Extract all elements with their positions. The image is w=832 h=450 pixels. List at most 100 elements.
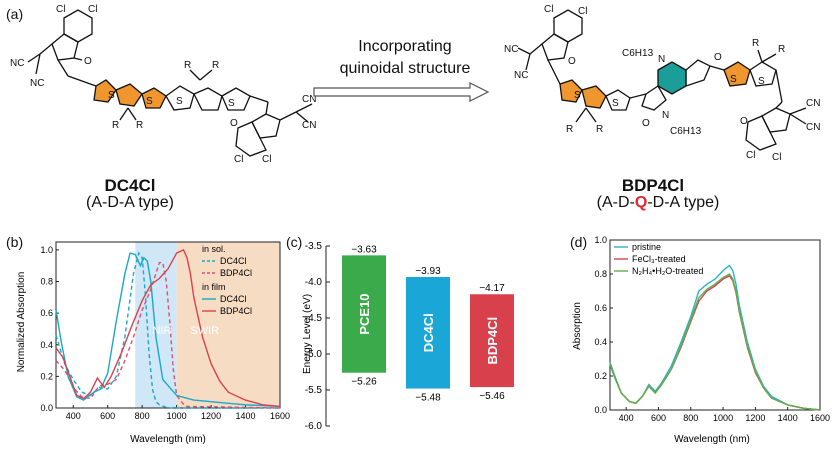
x-tick-label: 1000 [167,411,187,421]
chart-d-ylabel: Absorption [572,302,583,350]
bdp4cl-structure: Cl Cl O NC NC C6H13 N O N C6H13 O S S S … [504,4,820,163]
legend-label: FeCl₃-treated [632,254,686,264]
region-nir [135,242,177,408]
x-tick-label: 1600 [810,413,830,423]
y-tick-label: -6.0 [305,421,323,432]
legend-label: DC4Cl [220,294,247,304]
series-line-bdp4cl [55,261,281,409]
y-tick-label: 0.2 [594,371,607,381]
absorption-chart-b: 400 600 800 1000 1200 1400 1600 0.0 0.2 0.4 0.6 0.8… [16,241,290,444]
atom-r: R [752,38,759,49]
atom-r: R [778,44,785,55]
legend-group-film: in film [202,282,226,292]
lumo-label: −4.17 [479,283,505,294]
x-tick-label: 600 [651,413,666,423]
atom-cl: Cl [56,4,65,15]
atom-cl: Cl [578,6,587,17]
right-molecule-name: BDP4Cl [621,176,685,195]
atom-s: S [574,90,581,101]
atom-r: R [136,120,143,131]
energy-bar-dc4cl [406,276,450,389]
atom-r: R [566,124,573,135]
chart-d-xlabel: Wavelength (nm) [674,434,750,445]
x-tick-label: 1400 [236,411,256,421]
lumo-label: −3.93 [415,266,441,277]
y-tick-label: 1.0 [40,245,53,255]
atom-cn: CN [302,94,316,105]
lumo-label: −3.63 [351,244,377,255]
panel-c-label: (c) [286,234,303,250]
series-line-fecl3-treated [609,274,821,411]
atom-r: R [596,124,603,135]
atom-cn: CN [302,120,316,131]
atom-s: S [176,96,183,107]
legend-label: pristine [632,242,661,252]
atom-cl: Cl [746,150,755,161]
atom-s: S [108,90,115,101]
y-tick-label: -5.5 [305,385,323,396]
x-tick-label: 800 [683,413,698,423]
x-tick-label: 1600 [270,411,290,421]
legend-label: BDP4Cl [220,306,252,316]
bar-label-bdp4cl: BDP4Cl [485,317,500,365]
chart-c-ylabel: Energy Level (eV) [302,294,313,374]
plot-frame [55,241,281,409]
y-tick-label: -4.5 [305,313,323,324]
y-tick-label: 0.6 [40,308,53,318]
x-tick-label: 1200 [201,411,221,421]
bar-label-pce10: PCE10 [357,293,372,334]
atom-cl: Cl [88,4,97,15]
atom-nc: NC [30,78,44,89]
y-tick-label: 0.4 [40,340,53,350]
panel-a-label: (a) [6,6,24,22]
atom-o: O [568,56,576,67]
region-label-nir: NIR [152,325,171,337]
x-tick-label: 1400 [778,413,798,423]
atom-s: S [758,76,765,87]
atom-r: R [112,120,119,131]
plot-frame [609,239,821,411]
atom-nc: NC [504,44,518,55]
y-tick-label: -3.5 [305,241,323,252]
arrow-text-line1: Incorporating [358,38,452,55]
y-tick-label: 0.0 [40,403,53,413]
atom-nc: NC [514,70,528,81]
series-line-dc4cl [55,251,280,409]
chart-b-xlabel: Wavelength (nm) [130,434,206,444]
atom-nc: NC [10,58,24,69]
x-tick-label: 1000 [713,413,733,423]
energy-level-chart-c: -3.5 -4.0 -4.5 -5.0 -5.5 -6.0 PCE10 −3.63 −5.26… [302,241,514,432]
energy-bar-pce10 [342,255,386,373]
energy-bar-bdp4cl [470,294,514,388]
legend-label: BDP4Cl [220,268,252,278]
legend-label: DC4Cl [220,256,247,266]
atom-r: R [184,60,191,71]
bar-label-dc4cl: DC4Cl [421,313,436,352]
atom-o: O [740,116,748,127]
x-tick-label: 600 [100,411,115,421]
atom-cn: CN [806,122,820,133]
y-tick-label: 0.8 [40,277,53,287]
atom-n: N [662,110,669,121]
y-tick-label: 0.8 [594,269,607,279]
y-tick-label: 0.6 [594,303,607,313]
y-tick-label: 0.2 [40,371,53,381]
homo-label: −5.46 [479,391,505,402]
legend-group-sol: in sol. [202,244,226,254]
atom-r: R [212,60,219,71]
atom-cl: Cl [234,154,243,165]
atom-o: O [642,118,650,129]
dc4cl-structure: Cl Cl O NC NC S S S S R R R R O CN CN Cl… [10,4,316,165]
atom-o: O [84,56,92,67]
homo-label: −5.26 [351,377,377,388]
y-tick-label: -5.0 [305,349,323,360]
atom-c6h13: C6H13 [622,48,654,59]
panel-d-label: (d) [570,234,588,250]
left-molecule-type: (A-D-A type) [85,194,174,211]
legend-label: N₂H₄•H₂O-treated [632,266,703,276]
atom-cl: Cl [262,154,271,165]
x-tick-label: 400 [66,411,81,421]
x-tick-label: 400 [619,413,634,423]
atom-s: S [146,96,153,107]
region-label-swir: SWIR [190,325,219,337]
